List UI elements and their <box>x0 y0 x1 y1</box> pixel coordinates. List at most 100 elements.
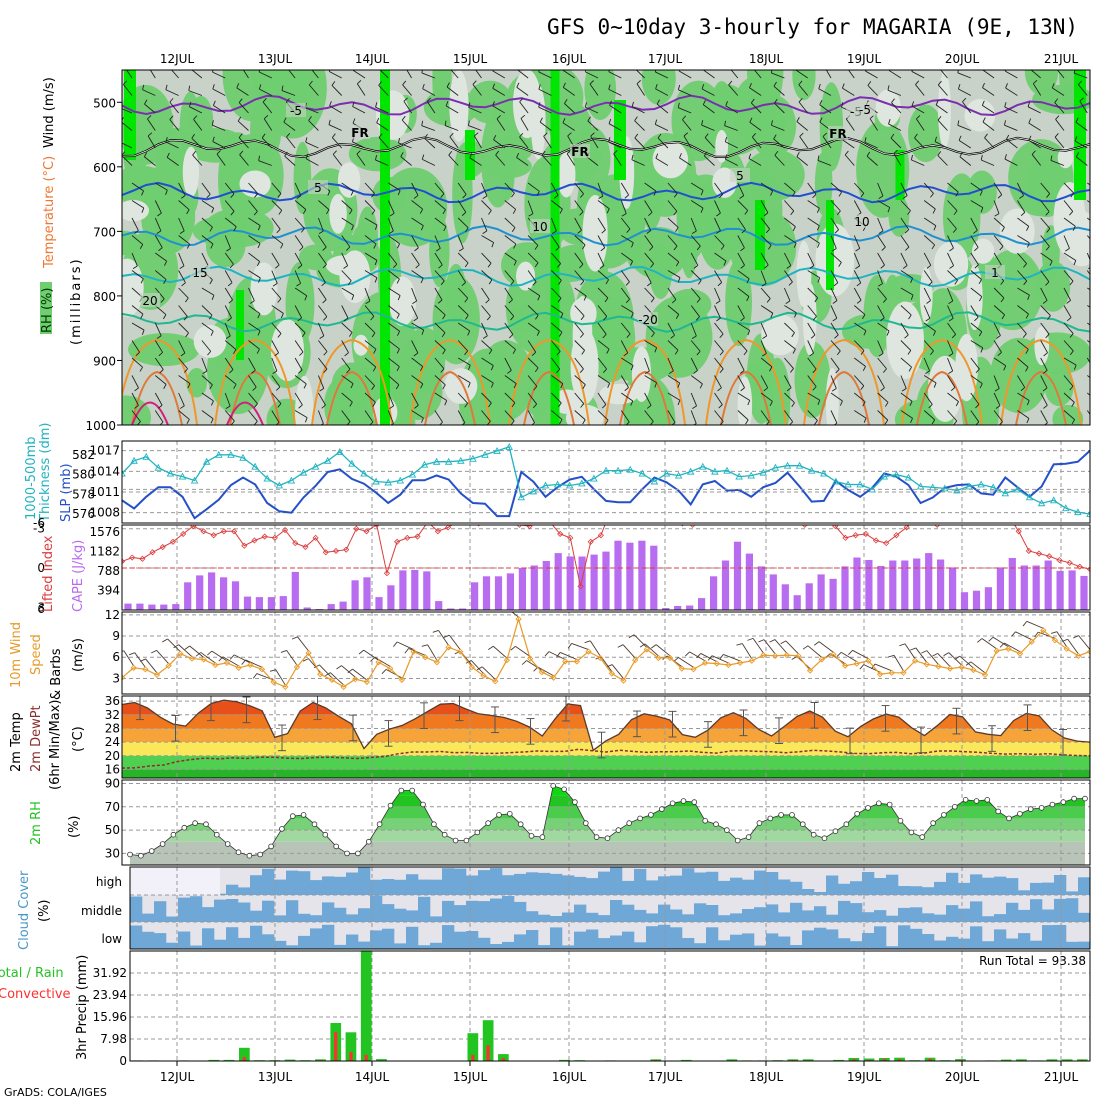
upper-wind-barb-flag <box>278 210 283 215</box>
upper-wind-barb-flag <box>673 193 678 198</box>
thickness-marker <box>832 477 840 485</box>
cape-bar <box>220 577 228 610</box>
wind10-barb <box>211 650 228 662</box>
upper-wind-barb <box>122 121 133 131</box>
cloud-cover-block <box>250 925 263 949</box>
cape-bar <box>566 556 574 610</box>
upper-wind-barb <box>714 410 724 422</box>
upper-wind-barb <box>318 305 328 317</box>
upper-wind-barb-flag <box>719 351 724 356</box>
upper-wind-barb-flag <box>860 193 865 198</box>
upper-wind-barb-flag <box>838 191 842 197</box>
rh-moist-region <box>629 226 688 280</box>
upper-wind-barb <box>201 287 215 296</box>
upper-wind-barb-flag <box>468 102 471 108</box>
isotherm-line <box>122 224 1090 247</box>
upper-wind-barb <box>923 340 934 352</box>
upper-wind-barb <box>341 305 349 319</box>
upper-wind-barb-flag <box>724 136 728 142</box>
upper-wind-barb <box>262 101 273 114</box>
upper-wind-barb-flag <box>609 100 612 106</box>
rh-moist-region <box>324 377 361 425</box>
wind10-barb-flag <box>184 645 190 650</box>
rh2m-marker <box>127 851 133 858</box>
upper-wind-barb-flag <box>158 352 163 357</box>
upper-wind-barb <box>621 252 633 262</box>
upper-wind-barb <box>947 392 959 402</box>
upper-wind-barb <box>178 287 189 299</box>
upper-wind-barb <box>1040 322 1050 335</box>
upper-wind-barb <box>621 392 634 402</box>
upper-wind-barb-flag <box>1073 70 1076 74</box>
rh-dry-region <box>516 261 536 291</box>
upper-wind-barb <box>434 217 447 227</box>
wind-speed-marker <box>363 678 371 686</box>
cloud-level-low: low <box>102 932 123 946</box>
rh-dry-region <box>875 89 901 127</box>
upper-wind-barb <box>1027 106 1041 114</box>
upper-wind-barb-flag <box>401 115 406 121</box>
precip-total-bar <box>345 1032 357 1061</box>
cloud-cover-block <box>346 934 359 949</box>
rh2m-marker <box>745 834 752 840</box>
thickness-marker <box>541 481 550 489</box>
upper-wind-barb <box>590 135 599 149</box>
upper-wind-barb-flag <box>421 154 425 160</box>
upper-wind-barb-flag <box>1045 246 1050 251</box>
cloud-cover-block <box>274 940 287 949</box>
cloud-cover-block <box>610 900 623 922</box>
wind-speed-marker <box>795 652 802 659</box>
upper-wind-barb-flag <box>276 228 281 234</box>
upper-wind-barb <box>830 305 838 319</box>
upper-wind-barb <box>608 123 622 131</box>
upper-wind-barb-flag <box>277 193 282 198</box>
upper-wind-barb-flag <box>1001 314 1005 320</box>
rh-dry-region <box>1034 326 1050 366</box>
temperature-lines <box>122 696 1090 769</box>
upper-wind-barb <box>271 217 281 230</box>
upper-wind-barb <box>248 182 259 194</box>
temp-tick-label: 16 <box>105 762 120 776</box>
upper-wind-barb-flag <box>272 283 278 287</box>
upper-wind-barb-flag <box>371 193 375 198</box>
rh-dry-region <box>353 334 369 356</box>
upper-wind-barb <box>690 287 701 299</box>
upper-wind-barb-flag <box>636 80 641 85</box>
temp-tick-label: 20 <box>105 749 120 763</box>
precip-convective-bar <box>242 1057 246 1061</box>
upper-wind-barb <box>271 252 280 266</box>
wind10-barb-flag <box>606 664 613 668</box>
upper-wind-barb <box>481 182 488 197</box>
wind10-barb <box>915 647 928 663</box>
upper-wind-barb-flag <box>208 314 213 320</box>
upper-wind-barb <box>562 70 575 79</box>
upper-wind-barb <box>714 270 723 283</box>
rh-moist-region <box>584 70 617 120</box>
upper-wind-barb <box>783 252 792 266</box>
upper-wind-barb <box>538 106 552 114</box>
upper-wind-barb <box>737 252 745 266</box>
wind10-barbs-label: & Barbs <box>49 648 64 700</box>
precip-total-bar <box>1046 1059 1058 1061</box>
upper-wind-barb <box>947 340 954 354</box>
upper-wind-barb <box>690 305 700 317</box>
wind10-barb <box>167 638 181 653</box>
upper-wind-barb <box>527 252 539 264</box>
upper-wind-barb <box>667 375 680 384</box>
wind-speed-marker <box>946 665 954 672</box>
upper-wind-barb <box>154 235 163 248</box>
cloud-cover-block <box>958 908 971 922</box>
upper-wind-barb-flag <box>1027 101 1030 107</box>
upper-wind-barb <box>154 322 162 336</box>
upper-wind-barb <box>341 375 354 384</box>
upper-wind-barb <box>915 84 925 96</box>
upper-wind-barb-flag <box>589 80 594 85</box>
upper-wind-barb-flag <box>902 265 908 269</box>
upper-wind-barb-flag <box>351 295 355 301</box>
thickness-marker <box>444 457 453 465</box>
upper-wind-barb <box>585 71 599 79</box>
cape-bar <box>793 595 801 610</box>
upper-wind-barb <box>877 217 884 232</box>
wind-speed-marker <box>387 665 394 672</box>
